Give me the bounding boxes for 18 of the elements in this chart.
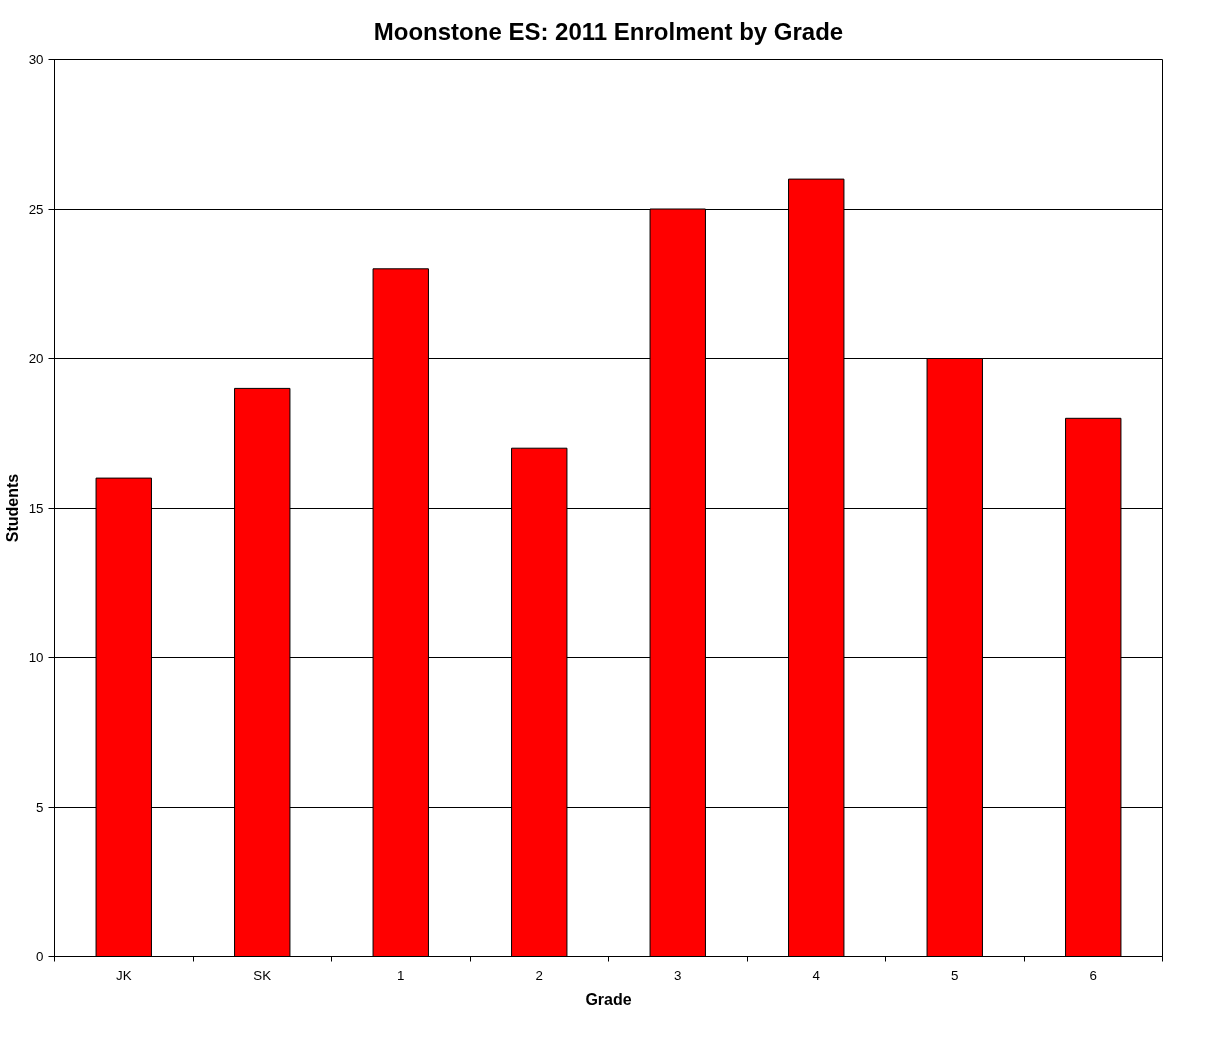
y-tick-label: 30: [28, 52, 44, 67]
y-axis-title: Students: [3, 473, 21, 543]
y-tick-label: 25: [28, 201, 44, 217]
x-axis-title: Grade: [585, 990, 632, 1008]
y-tick-label: 10: [28, 650, 44, 665]
x-tick-label: JK: [115, 967, 132, 983]
x-tick-label: 6: [1089, 967, 1097, 983]
x-tick-label: 3: [674, 967, 682, 983]
chart-title: Moonstone ES: 2011 Enrolment by Grade: [373, 17, 844, 45]
y-tick-label: 15: [28, 500, 44, 516]
y-tick-label: 5: [36, 799, 44, 815]
x-tick-label: 4: [812, 967, 821, 983]
y-tick-label: 20: [28, 351, 44, 366]
y-tick-label: 0: [36, 949, 44, 964]
x-tick-label: 5: [951, 967, 959, 983]
x-tick-label: SK: [253, 967, 272, 983]
x-tick-label: 2: [535, 967, 543, 983]
x-tick-label: 1: [397, 967, 405, 983]
